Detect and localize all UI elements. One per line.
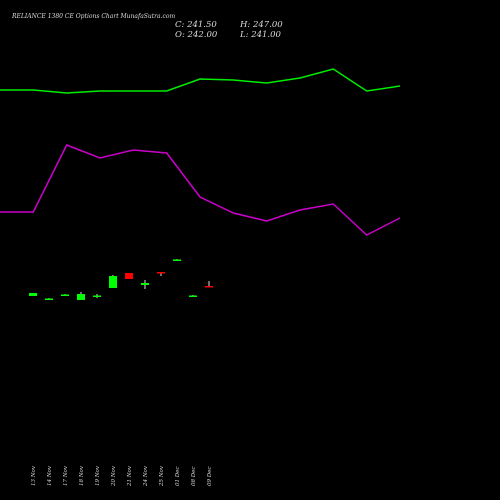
x-tick-label: 25 Nov <box>159 465 165 487</box>
x-tick-label: 21 Nov <box>127 465 133 487</box>
candle-body <box>29 293 37 296</box>
x-tick-label: 01 Dec <box>175 467 181 487</box>
info-open: O: 242.00 <box>175 30 218 40</box>
x-tick-label: 08 Dec <box>191 467 197 487</box>
candle-body <box>109 276 117 288</box>
indicator-line <box>0 68 401 94</box>
x-tick-label: 24 Nov <box>143 465 149 487</box>
candle-body <box>189 295 197 297</box>
x-tick-label: 14 Nov <box>47 465 53 486</box>
x-tick-label: 17 Nov <box>63 465 69 486</box>
candle-body <box>205 286 213 288</box>
info-low: L: 241.00 <box>239 30 282 40</box>
candle-body <box>173 259 181 261</box>
info-high: H: 247.00 <box>239 20 283 30</box>
candle-body <box>45 298 53 300</box>
x-tick-label: 20 Nov <box>111 465 117 487</box>
candle-body <box>125 273 133 279</box>
candle-body <box>93 295 101 297</box>
candle-body <box>77 294 85 300</box>
x-tick-label: 18 Nov <box>79 465 85 486</box>
chart-title: RELIANCE 1380 CE Options Chart MunafaSut… <box>11 13 175 20</box>
x-tick-label: 13 Nov <box>31 465 37 486</box>
x-tick-label: 09 Dec <box>207 467 213 487</box>
indicator-line <box>0 144 401 236</box>
candle-body <box>61 294 69 296</box>
candle-body <box>141 283 149 285</box>
candle-body <box>157 272 165 274</box>
info-close: C: 241.50 <box>175 20 217 30</box>
x-tick-label: 19 Nov <box>95 465 101 486</box>
